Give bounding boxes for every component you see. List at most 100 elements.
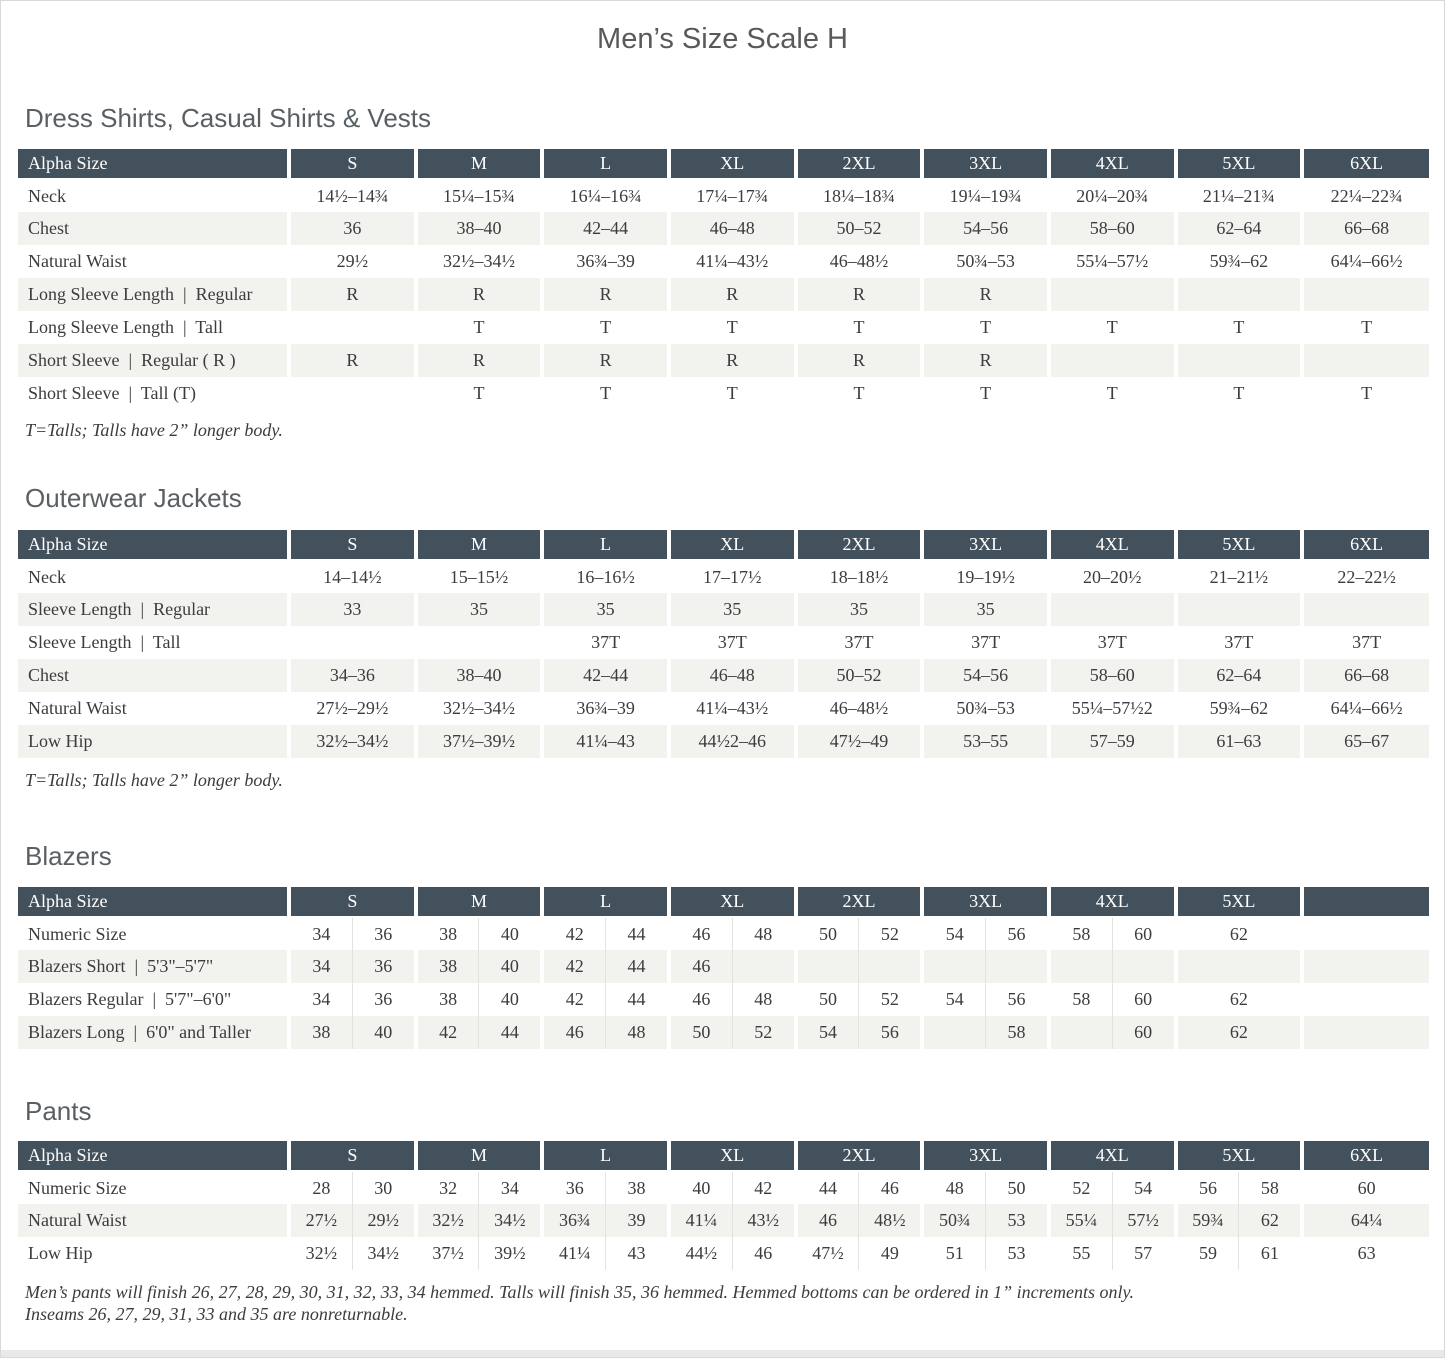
size-value-cell: 19–19½ [920,560,1049,593]
size-value-cell [858,950,923,983]
size-column-header: 4XL [1046,530,1176,561]
size-value-cell: 41¼ [540,1237,606,1270]
size-value-cell: 34½ [478,1204,543,1237]
size-column-header: L [540,887,669,918]
size-value-cell: 37T [1300,626,1429,659]
size-value-cell: T [666,311,796,344]
size-column-header: M [413,887,543,918]
size-value-cell: T [920,311,1049,344]
label-column-header: Alpha Size [18,887,289,918]
size-value-cell: 47½ [793,1237,859,1270]
size-value-cell: 34 [286,917,353,950]
size-value-cell: 50 [793,917,859,950]
table-row: Sleeve Length | Regular 33 35 35 35 35 35 [18,593,1429,626]
size-value-cell: 50¾–53 [920,245,1049,278]
size-column-header: S [287,887,416,918]
size-value-cell: 54 [920,917,986,950]
row-label: Chest [28,218,70,238]
row-label: Long Sleeve Length | Regular [28,284,253,304]
size-value-cell: 61–63 [1173,725,1303,758]
size-value-cell: 44 [793,1171,859,1204]
size-column-header: 3XL [920,887,1049,918]
size-value-cell: 54 [793,1016,859,1049]
table-row: Long Sleeve Length | Tall T T T T T T T T [18,311,1429,344]
size-value-cell: 41¼–43½ [666,692,796,725]
size-value-cell: 52 [731,1016,796,1049]
size-value-cell: 22¼–22¾ [1300,179,1429,212]
size-column-header: XL [666,887,796,918]
size-value-cell: 50¾ [920,1204,986,1237]
label-column-header: Alpha Size [18,530,289,561]
size-value-cell: 27½–29½ [287,692,416,725]
table-row: Natural Waist 27½–29½ 32½–34½ 36¾–39 41¼–43½… [18,692,1429,725]
talls-footnote-outerwear-jackets: T=Talls; Talls have 2” longer body. [25,770,283,790]
size-value-cell: 42 [540,917,606,950]
size-column-header: 2XL [793,149,923,180]
size-value-cell: 48 [605,1016,669,1049]
size-value-cell [793,950,859,983]
size-value-cell: 42 [540,950,606,983]
size-value-cell: 58 [1046,983,1113,1016]
row-label: Long Sleeve Length | Tall [28,317,223,337]
size-value-cell: 40 [351,1016,416,1049]
size-value-cell: 46 [858,1171,923,1204]
size-value-cell: 49 [858,1237,923,1270]
size-value-cell: 43½ [731,1204,796,1237]
size-value-cell: T [793,311,923,344]
size-value-cell: 36¾ [540,1204,606,1237]
size-value-cell: 46 [666,983,733,1016]
size-value-cell: 50 [666,1016,733,1049]
size-value-cell: 21¼–21¾ [1173,179,1303,212]
size-value-cell: 57 [1111,1237,1176,1270]
size-value-cell: 29½ [351,1204,416,1237]
size-value-cell: 34½ [351,1237,416,1270]
size-value-cell: R [793,278,923,311]
size-value-cell: 62 [1238,1204,1303,1237]
pants-footnote-line-2: Inseams 26, 27, 29, 31, 33 and 35 are no… [25,1304,408,1324]
size-value-cell: 35 [920,593,1049,626]
section-title-blazers: Blazers [25,841,112,871]
size-value-cell: 36 [351,917,416,950]
size-value-cell: 60 [1300,1171,1429,1204]
table-row: Blazers Regular | 5'7"–6'0" 34 36 38 40 42 44 4… [18,983,1429,1016]
size-value-cell: 55¼–57½2 [1046,692,1176,725]
size-value-cell: 40 [478,917,543,950]
size-value-cell: 36¾–39 [540,245,669,278]
size-column-header: 2XL [793,530,923,561]
size-value-cell: 34 [286,983,353,1016]
size-column-header: M [413,530,543,561]
row-label: Natural Waist [28,698,127,718]
size-value-cell: 16¼–16¾ [540,179,669,212]
size-value-cell: T [540,311,669,344]
size-value-cell: 14½–14¾ [287,179,416,212]
size-value-cell: 44½2–46 [666,725,796,758]
size-value-cell: 40 [478,983,543,1016]
size-value-cell: 30 [351,1171,416,1204]
size-value-cell: 15–15½ [413,560,543,593]
size-value-cell: 36 [540,1171,606,1204]
size-value-cell: 53 [985,1237,1049,1270]
size-value-cell: 66–68 [1300,212,1429,245]
size-value-cell: 34–36 [287,659,416,692]
size-value-cell: T [1300,377,1429,410]
size-value-cell: 48 [731,917,796,950]
size-value-cell [1300,344,1429,377]
row-label: Chest [28,665,70,685]
size-column-header: 2XL [793,887,923,918]
size-value-cell: 20¼–20¾ [1046,179,1176,212]
table-row: Neck 14–14½ 15–15½ 16–16½ 17–17½ 18–18½ 19–19½… [18,560,1429,593]
size-value-cell: 40 [666,1171,733,1204]
size-value-cell: 28 [286,1171,353,1204]
size-value-cell: 50¾–53 [920,692,1049,725]
label-column-header: Alpha Size [18,149,289,180]
size-value-cell: 42 [413,1016,479,1049]
size-value-cell: 17–17½ [666,560,796,593]
size-value-cell: 38 [413,917,479,950]
row-label: Numeric Size [28,923,127,944]
row-label: Low Hip [28,731,93,751]
size-value-cell: 58 [1238,1171,1303,1204]
size-value-cell: 38 [286,1016,353,1049]
size-value-cell: 46 [666,917,733,950]
size-value-cell: R [920,278,1049,311]
size-value-cell: 66–68 [1300,659,1429,692]
